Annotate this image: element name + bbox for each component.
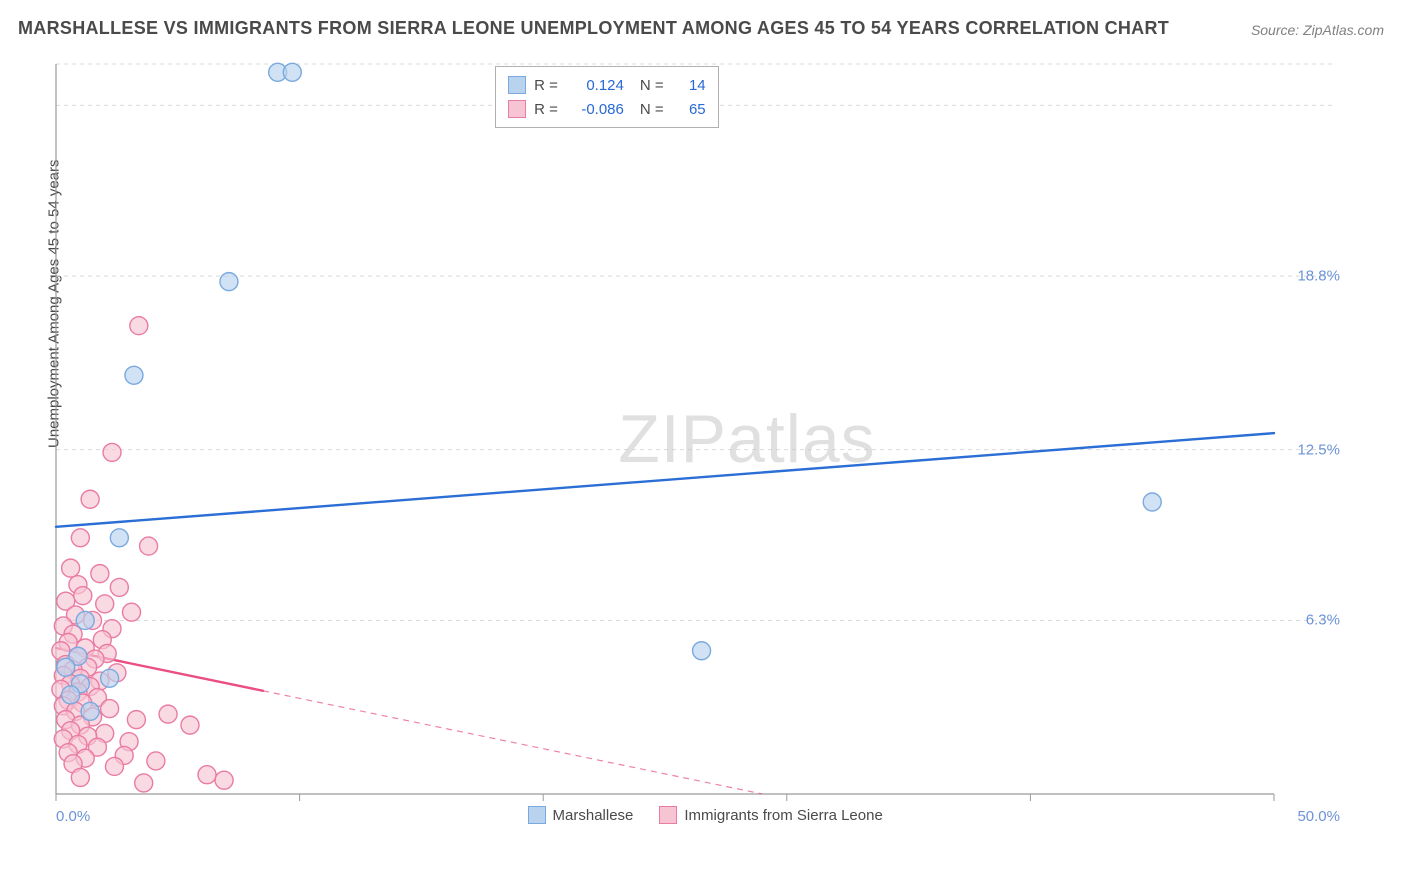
legend-swatch xyxy=(508,100,526,118)
n-label: N = xyxy=(640,101,664,118)
source-attribution: Source: ZipAtlas.com xyxy=(1251,22,1384,38)
series-legend: Marshallese Immigrants from Sierra Leone xyxy=(528,806,883,824)
r-value: 0.124 xyxy=(566,77,624,94)
legend-label: Marshallese xyxy=(553,807,634,824)
legend-label: Immigrants from Sierra Leone xyxy=(684,807,882,824)
r-label: R = xyxy=(534,77,558,94)
n-label: N = xyxy=(640,77,664,94)
y-tick-label: 6.3% xyxy=(1306,612,1340,629)
chart-title: MARSHALLESE VS IMMIGRANTS FROM SIERRA LE… xyxy=(18,18,1169,39)
legend-item: Immigrants from Sierra Leone xyxy=(659,806,882,824)
legend-swatch xyxy=(508,76,526,94)
y-tick-label: 18.8% xyxy=(1297,268,1340,285)
correlation-legend: R = 0.124 N = 14 R = -0.086 N = 65 xyxy=(495,66,719,128)
n-value: 14 xyxy=(672,77,706,94)
correlation-row: R = -0.086 N = 65 xyxy=(508,97,706,121)
y-tick-label: 12.5% xyxy=(1297,441,1340,458)
scatter-plot xyxy=(48,58,1344,838)
n-value: 65 xyxy=(672,101,706,118)
chart-area: Unemployment Among Ages 45 to 54 years Z… xyxy=(48,58,1344,838)
x-tick-label: 50.0% xyxy=(1297,808,1340,825)
r-value: -0.086 xyxy=(566,101,624,118)
r-label: R = xyxy=(534,101,558,118)
x-tick-label: 0.0% xyxy=(56,808,90,825)
legend-item: Marshallese xyxy=(528,806,634,824)
correlation-row: R = 0.124 N = 14 xyxy=(508,73,706,97)
legend-swatch xyxy=(528,806,546,824)
legend-swatch xyxy=(659,806,677,824)
